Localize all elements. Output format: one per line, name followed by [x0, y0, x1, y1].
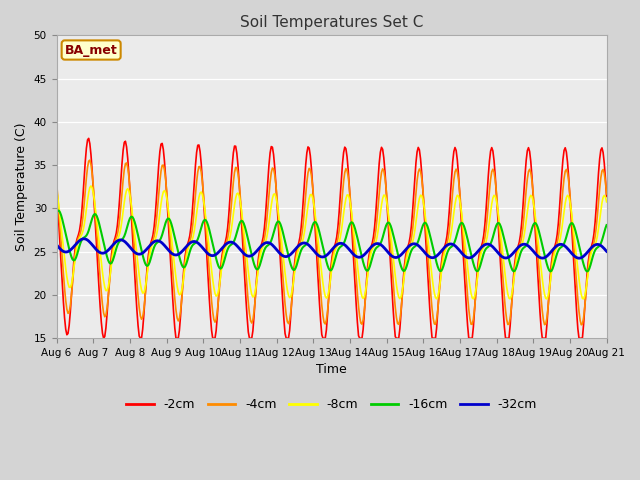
- -2cm: [100, 336, 108, 341]
- -16cm: [362, 266, 369, 272]
- -2cm: [52, 180, 60, 186]
- -2cm: [554, 220, 562, 226]
- -8cm: [603, 199, 611, 205]
- -16cm: [458, 220, 466, 226]
- -8cm: [458, 213, 466, 218]
- Text: BA_met: BA_met: [65, 44, 118, 57]
- -16cm: [54, 208, 61, 214]
- -4cm: [86, 157, 93, 163]
- -4cm: [286, 317, 294, 323]
- -4cm: [603, 191, 611, 197]
- -8cm: [286, 295, 294, 300]
- X-axis label: Time: Time: [316, 363, 347, 376]
- Line: -4cm: -4cm: [56, 160, 607, 325]
- -4cm: [52, 178, 60, 184]
- -16cm: [583, 269, 591, 275]
- -2cm: [603, 193, 611, 199]
- -16cm: [225, 244, 232, 250]
- -8cm: [506, 296, 514, 302]
- -2cm: [85, 135, 93, 141]
- -16cm: [286, 258, 294, 264]
- -4cm: [225, 228, 232, 234]
- -2cm: [287, 312, 294, 318]
- Title: Soil Temperatures Set C: Soil Temperatures Set C: [240, 15, 423, 30]
- -4cm: [577, 322, 585, 328]
- -32cm: [362, 251, 369, 256]
- -32cm: [554, 243, 561, 249]
- -32cm: [80, 236, 88, 241]
- -8cm: [362, 288, 369, 294]
- -2cm: [363, 277, 371, 283]
- -2cm: [226, 196, 234, 202]
- -8cm: [87, 183, 95, 189]
- -32cm: [388, 253, 396, 259]
- -16cm: [388, 227, 396, 232]
- -4cm: [388, 261, 396, 267]
- -8cm: [388, 242, 396, 248]
- -32cm: [575, 255, 583, 261]
- -4cm: [362, 296, 369, 301]
- Line: -8cm: -8cm: [56, 186, 607, 299]
- Legend: -2cm, -4cm, -8cm, -16cm, -32cm: -2cm, -4cm, -8cm, -16cm, -32cm: [121, 393, 542, 416]
- -32cm: [286, 252, 294, 258]
- -8cm: [225, 239, 232, 244]
- -2cm: [459, 248, 467, 253]
- -32cm: [52, 242, 60, 248]
- -8cm: [554, 242, 562, 248]
- -4cm: [554, 240, 561, 246]
- -8cm: [52, 186, 60, 192]
- Line: -32cm: -32cm: [56, 239, 607, 258]
- -16cm: [603, 222, 611, 228]
- -32cm: [458, 251, 466, 256]
- -16cm: [554, 250, 561, 256]
- -4cm: [458, 216, 466, 222]
- -16cm: [52, 209, 60, 215]
- Line: -2cm: -2cm: [56, 138, 607, 338]
- -32cm: [603, 249, 611, 254]
- -2cm: [389, 304, 397, 310]
- Line: -16cm: -16cm: [56, 211, 607, 272]
- -32cm: [225, 240, 232, 245]
- Y-axis label: Soil Temperature (C): Soil Temperature (C): [15, 122, 28, 251]
